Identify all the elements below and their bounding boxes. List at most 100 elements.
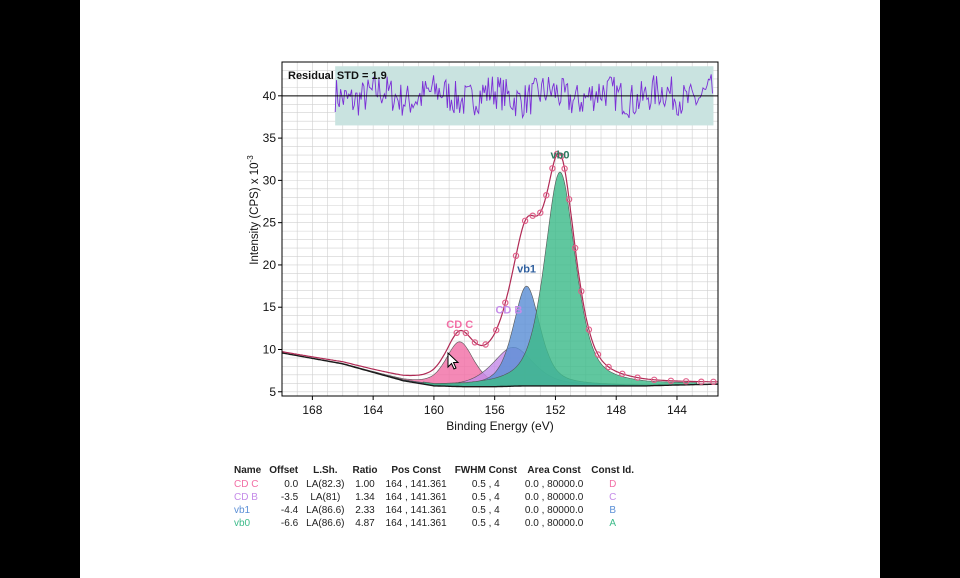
data-point	[537, 209, 544, 216]
x-tick-label: 168	[302, 403, 322, 417]
y-tick-label: 25	[263, 216, 277, 230]
y-axis-label-exponent: -3	[246, 155, 255, 163]
data-point	[453, 329, 460, 336]
mouse-cursor-icon	[447, 351, 460, 370]
x-tick-label: 160	[424, 403, 444, 417]
data-point	[558, 152, 565, 160]
row-pos-const: 164 , 141.361	[385, 492, 447, 503]
x-tick-label: 164	[363, 403, 383, 417]
header-lsh: L.Sh.	[313, 465, 338, 476]
row-fwhm-const: 0.5 , 4	[471, 518, 500, 529]
y-tick-label: 5	[269, 385, 276, 399]
x-tick-label: 144	[667, 403, 687, 417]
header-offset: Offset	[269, 465, 299, 476]
data-point	[493, 326, 500, 334]
data-point	[651, 376, 658, 383]
row-pos-const: 164 , 141.361	[385, 479, 447, 490]
data-point	[502, 299, 509, 306]
data-point	[578, 288, 585, 295]
row-name: CD B	[234, 492, 258, 503]
row-const-id: D	[609, 479, 617, 490]
data-point	[561, 165, 568, 172]
table-row[interactable]: CD C 0.0 LA(82.3) 1.00 164 , 141.361 0.5…	[231, 478, 639, 491]
data-point	[482, 341, 489, 348]
y-axis-label: Intensity (CPS) x 10-3	[246, 155, 261, 265]
y-tick-label: 10	[263, 342, 277, 356]
row-pos-const: 164 , 141.361	[385, 518, 447, 529]
row-lsh: LA(86.6)	[306, 518, 345, 529]
row-lsh: LA(82.3)	[306, 479, 345, 490]
row-area-const: 0.0 , 80000.0	[524, 505, 584, 516]
row-ratio: 2.33	[355, 505, 375, 516]
x-tick-label: 156	[485, 403, 505, 417]
header-ratio: Ratio	[352, 465, 378, 476]
residual-trace	[334, 74, 713, 120]
row-name: vb1	[234, 505, 251, 516]
x-tick-label: 148	[606, 403, 626, 417]
data-point	[471, 339, 479, 346]
row-offset: -3.5	[280, 492, 299, 503]
x-axis-label: Binding Energy (eV)	[446, 419, 553, 433]
row-fwhm-const: 0.5 , 4	[471, 492, 500, 503]
data-points-group	[453, 150, 717, 385]
row-offset: -4.4	[280, 505, 299, 516]
peak-label-cd-c: CD C	[446, 319, 473, 331]
y-tick-label: 15	[263, 300, 277, 314]
plot-frame	[281, 61, 719, 397]
residual-panel: Residual STD = 1.9	[282, 66, 718, 126]
peak-label-cd-b: CD B	[495, 304, 522, 316]
plot-frame-group	[281, 61, 719, 397]
data-point	[565, 196, 573, 203]
table-row[interactable]: CD B -3.5 LA(81) 1.34 164 , 141.361 0.5 …	[231, 491, 639, 504]
data-point	[462, 329, 469, 337]
fit-envelope	[281, 151, 718, 383]
row-pos-const: 164 , 141.361	[385, 505, 447, 516]
data-point	[682, 378, 690, 385]
data-point	[605, 363, 612, 371]
row-ratio: 1.34	[355, 492, 375, 503]
envelope-group	[281, 151, 718, 383]
row-area-const: 0.0 , 80000.0	[524, 518, 584, 529]
header-area-const: Area Const	[527, 465, 581, 476]
data-point	[543, 191, 550, 199]
page-canvas: Residual STD = 1.9 168 164 160 156 152 148 144…	[80, 0, 880, 578]
tick-labels-group: 168 164 160 156 152 148 144 5 10 15 20 25 30 35 40	[263, 89, 688, 417]
background-line	[281, 352, 718, 388]
peak-fit-table: Name Offset L.Sh. Ratio Pos Const FWHM C…	[231, 464, 639, 530]
row-lsh: LA(81)	[310, 492, 341, 503]
header-name: Name	[234, 465, 262, 476]
header-pos-const: Pos Const	[391, 465, 441, 476]
row-area-const: 0.0 , 80000.0	[524, 479, 584, 490]
data-point	[521, 217, 529, 224]
row-name: CD C	[234, 479, 259, 490]
data-point	[619, 370, 626, 377]
row-offset: -6.6	[280, 518, 299, 529]
y-tick-label: 40	[263, 89, 277, 103]
row-ratio: 4.87	[355, 518, 375, 529]
data-point	[572, 244, 579, 252]
row-const-id: B	[609, 505, 617, 516]
data-point	[634, 374, 641, 381]
peak-label-vb0: vb0	[551, 149, 570, 161]
row-const-id: C	[609, 492, 617, 503]
y-axis-label-base: Intensity (CPS) x 10	[249, 162, 261, 264]
row-lsh: LA(86.6)	[306, 505, 345, 516]
data-point	[710, 378, 717, 385]
header-const-id: Const Id.	[591, 465, 635, 476]
y-tick-label: 30	[263, 173, 277, 187]
table-row[interactable]: vb1 -4.4 LA(86.6) 2.33 164 , 141.361 0.5…	[231, 504, 639, 517]
residual-std-label: Residual STD = 1.9	[288, 70, 387, 82]
data-point	[512, 252, 520, 259]
background-line-group	[281, 352, 718, 388]
peak-labels-group: CD C CD B vb1 vb0	[446, 149, 569, 331]
row-offset: 0.0	[284, 479, 299, 490]
data-point	[594, 351, 602, 358]
data-point	[667, 377, 675, 384]
y-tick-label: 20	[263, 258, 277, 272]
data-point	[549, 165, 556, 172]
x-tick-label: 152	[545, 403, 565, 417]
row-name: vb0	[234, 518, 251, 529]
table-row[interactable]: vb0 -6.6 LA(86.6) 4.87 164 , 141.361 0.5…	[231, 517, 639, 530]
xps-chart: Residual STD = 1.9 168 164 160 156 152 148 144…	[246, 61, 719, 433]
y-tick-label: 35	[263, 131, 277, 145]
